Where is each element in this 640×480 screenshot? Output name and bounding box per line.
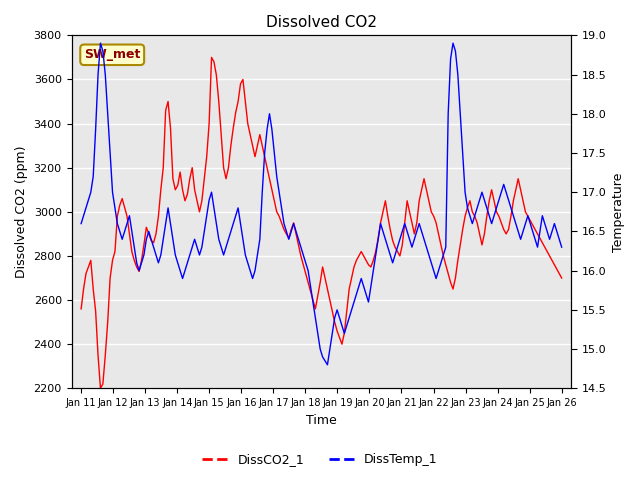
DissCO2_1 (558, 275, 566, 281)
DissCO2_1 (169, 176, 177, 181)
Line: DissCO2_1: DissCO2_1 (81, 58, 562, 388)
DissCO2_1 (522, 209, 529, 215)
Y-axis label: Dissolved CO2 (ppm): Dissolved CO2 (ppm) (15, 145, 28, 278)
DissTemp_1 (97, 40, 104, 46)
Line: DissTemp_1: DissTemp_1 (81, 43, 562, 365)
Title: Dissolved CO2: Dissolved CO2 (266, 15, 377, 30)
DissCO2_1 (210, 59, 218, 65)
Text: SW_met: SW_met (84, 48, 140, 61)
Legend: DissCO2_1, DissTemp_1: DissCO2_1, DissTemp_1 (197, 448, 443, 471)
DissTemp_1 (522, 221, 529, 227)
DissTemp_1 (109, 189, 116, 195)
DissCO2_1 (99, 381, 107, 387)
DissCO2_1 (77, 306, 85, 312)
DissTemp_1 (538, 213, 546, 218)
DissTemp_1 (169, 237, 177, 242)
DissCO2_1 (208, 55, 216, 60)
DissCO2_1 (538, 240, 546, 246)
DissTemp_1 (208, 189, 216, 195)
DissTemp_1 (558, 244, 566, 250)
DissTemp_1 (77, 221, 85, 227)
DissCO2_1 (97, 385, 104, 391)
DissTemp_1 (324, 362, 332, 368)
DissCO2_1 (109, 257, 116, 263)
Y-axis label: Temperature: Temperature (612, 172, 625, 252)
X-axis label: Time: Time (306, 414, 337, 427)
DissTemp_1 (99, 48, 107, 54)
